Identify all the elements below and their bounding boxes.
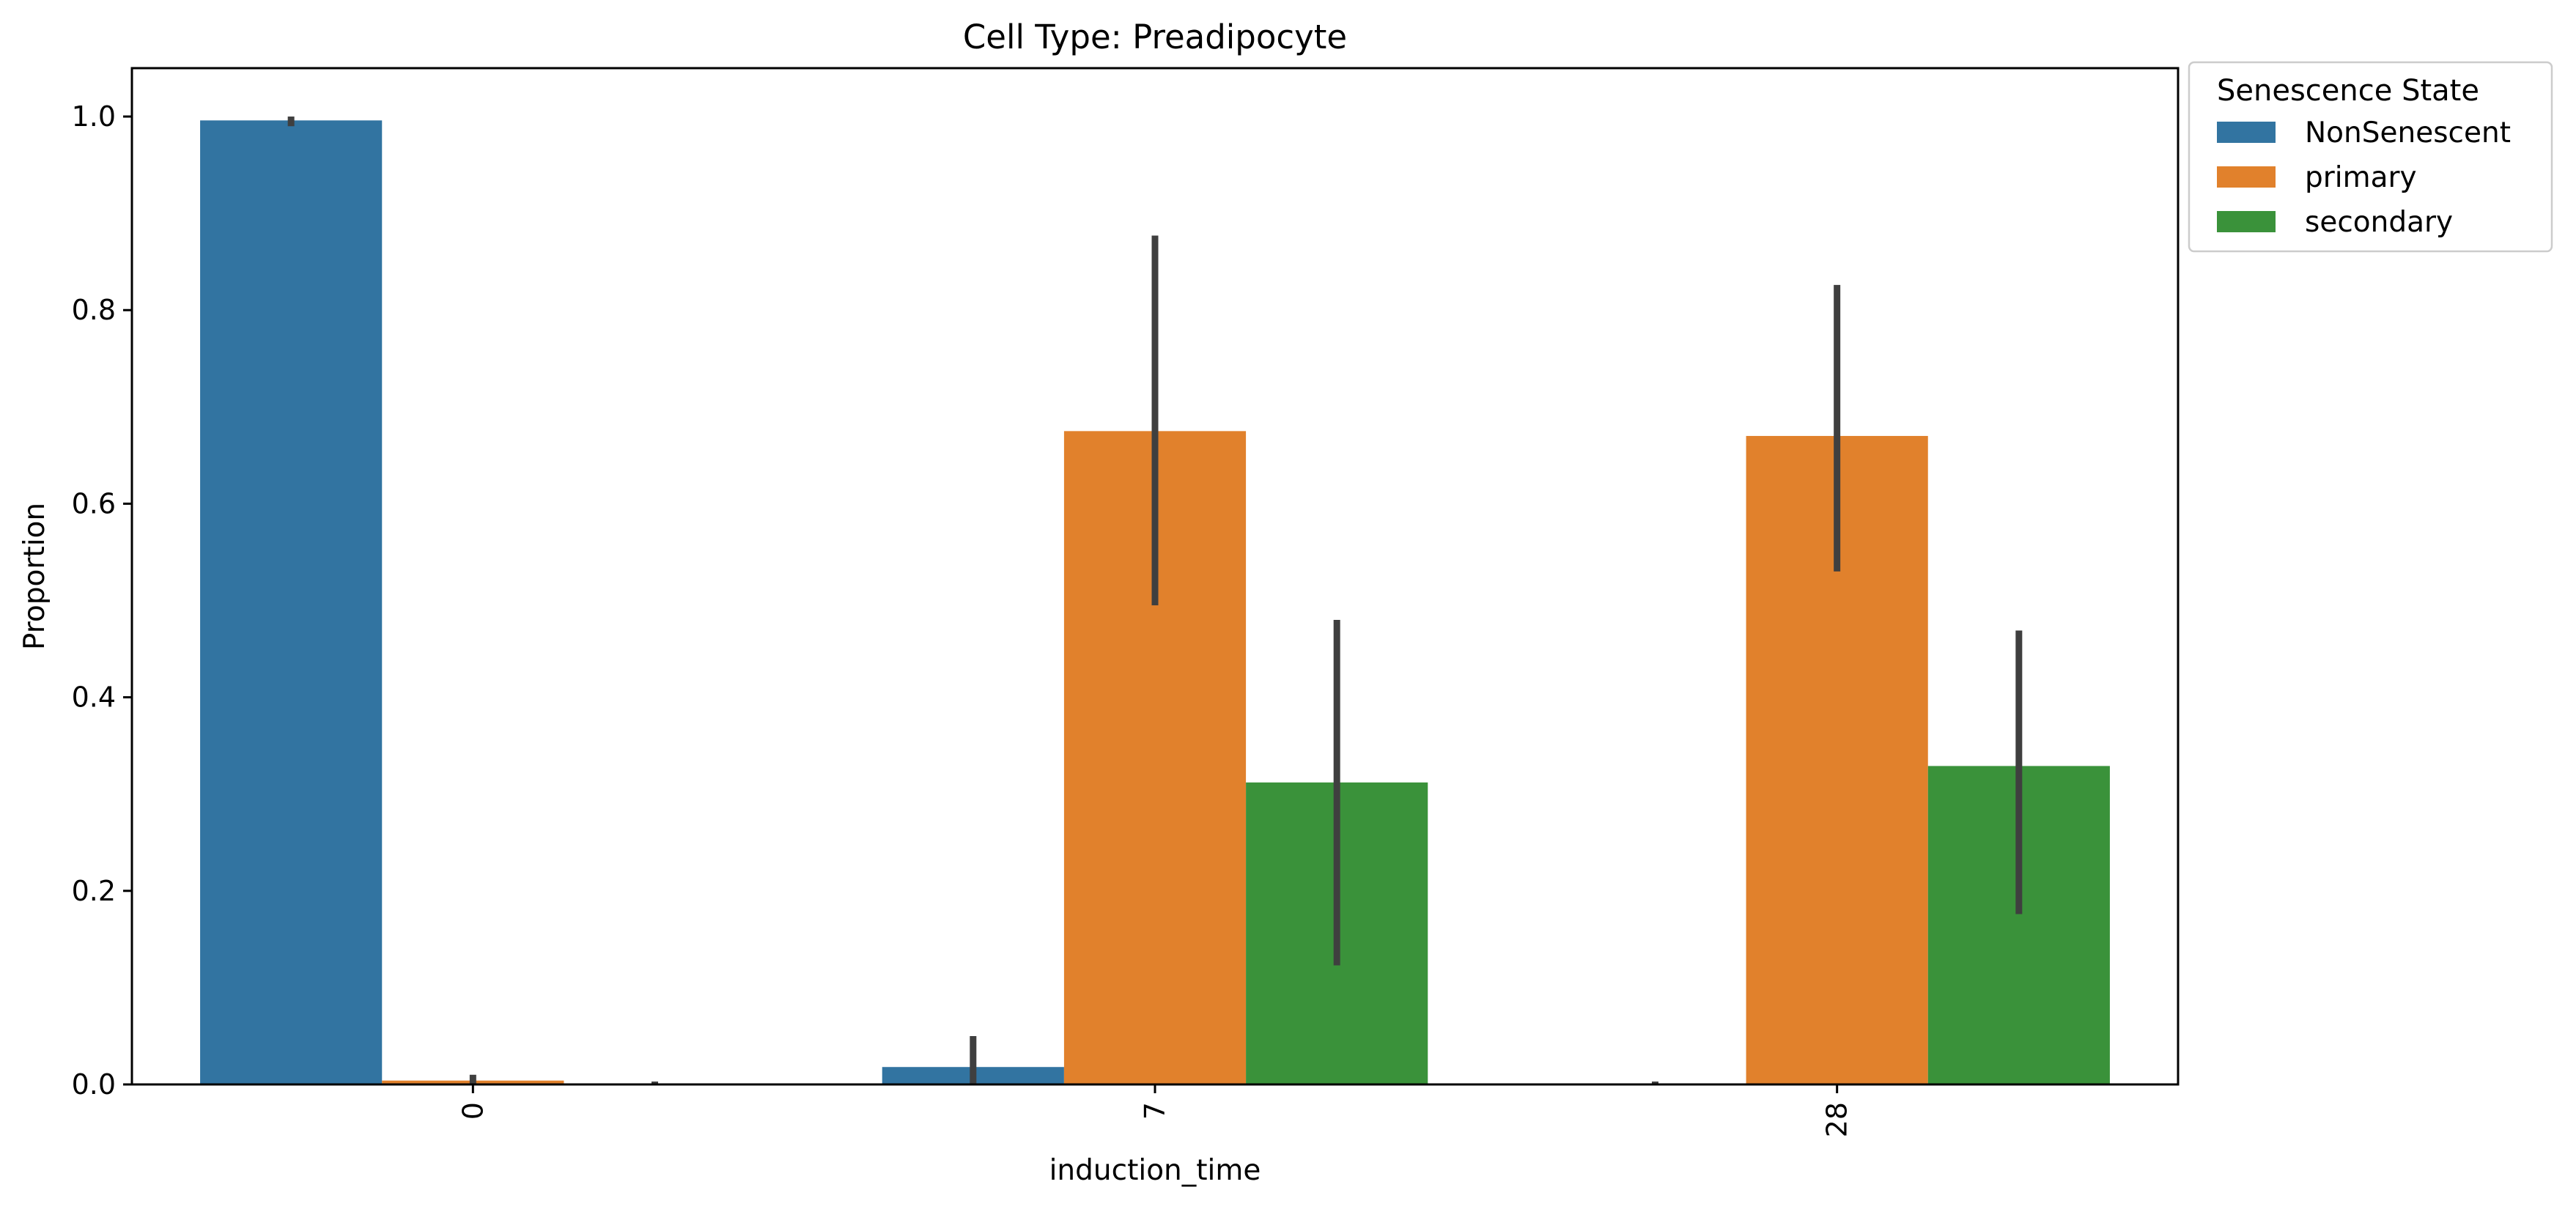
y-axis: 0.0 0.2 0.4 0.6 0.8 1.0 xyxy=(72,100,132,1101)
y-tick-label: 1.0 xyxy=(72,100,116,133)
legend-label-NonSenescent: NonSenescent xyxy=(2305,117,2511,149)
legend-items: NonSenescent primary secondary xyxy=(2217,117,2511,239)
legend-swatch-secondary xyxy=(2217,211,2276,232)
x-tick-label: 28 xyxy=(1821,1102,1853,1137)
legend-label-primary: primary xyxy=(2305,161,2417,194)
legend-swatch-primary xyxy=(2217,166,2276,188)
legend-swatch-NonSenescent xyxy=(2217,122,2276,143)
legend: Senescence State NonSenescent primary seco… xyxy=(2188,61,2553,253)
chart-title: Cell Type: Preadipocyte xyxy=(963,18,1347,56)
y-tick-label: 0.0 xyxy=(72,1068,116,1101)
y-tick-label: 0.4 xyxy=(72,681,116,714)
y-tick-label: 0.2 xyxy=(72,875,116,907)
x-axis-label: induction_time xyxy=(1049,1154,1261,1187)
legend-frame xyxy=(2188,61,2553,253)
legend-label-secondary: secondary xyxy=(2305,206,2453,239)
x-tick-label: 7 xyxy=(1139,1102,1171,1120)
error-bars-layer xyxy=(287,117,2023,1084)
y-tick-label: 0.6 xyxy=(72,487,116,520)
bars-layer xyxy=(200,120,2110,1084)
x-axis: 0 7 28 xyxy=(457,1084,1853,1137)
y-tick-label: 0.8 xyxy=(72,294,116,326)
y-axis-label: Proportion xyxy=(18,503,51,650)
bar-NonSenescent-0 xyxy=(200,120,383,1084)
x-tick-label: 0 xyxy=(457,1102,489,1120)
legend-title: Senescence State xyxy=(2217,74,2479,108)
